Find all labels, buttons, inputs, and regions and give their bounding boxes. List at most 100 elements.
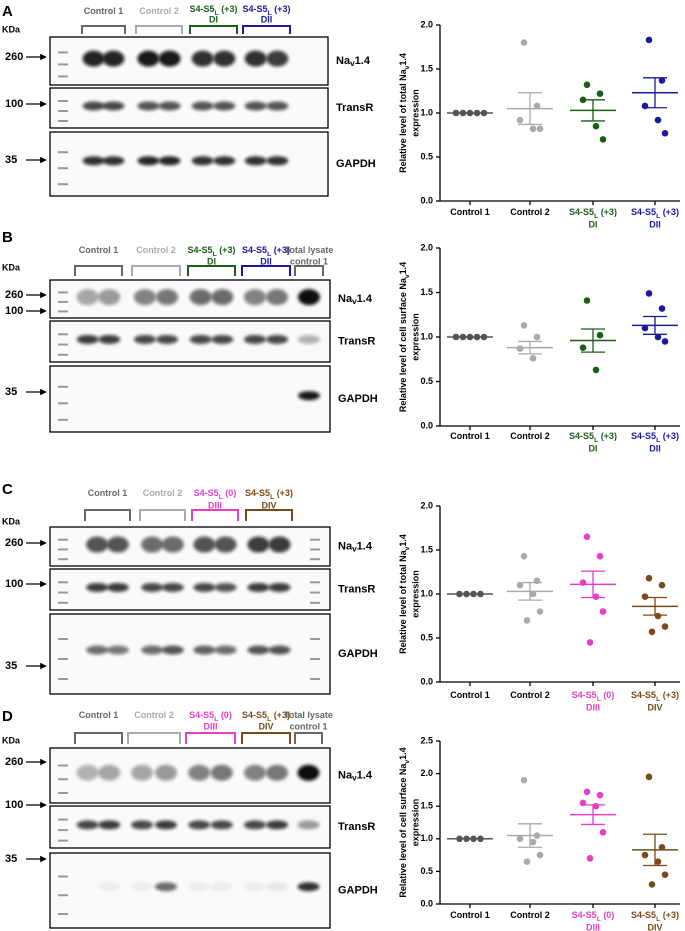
blot-band	[268, 536, 291, 553]
row-label: Nav1.4	[338, 293, 373, 306]
blot-band	[214, 645, 237, 655]
marker-label: 100	[5, 305, 23, 317]
y-tick-label: 1.0	[420, 833, 433, 843]
ladder-band	[58, 678, 68, 680]
ladder-band	[310, 581, 320, 584]
error-bar	[643, 833, 667, 867]
ladder-band	[58, 167, 68, 170]
blot-band	[133, 289, 156, 306]
text-part: GAPDH	[338, 393, 378, 405]
group-label: Control 2	[134, 710, 174, 720]
text-part: TransR	[338, 583, 375, 595]
text-part: Na	[338, 293, 353, 305]
text-part: 1.4	[357, 769, 373, 781]
blot-band	[86, 582, 109, 592]
text-part: S4-S5	[243, 4, 268, 14]
text-part: L	[267, 251, 271, 258]
group-bracket	[294, 265, 324, 276]
y-axis-label: expression	[410, 313, 420, 361]
text-part: S4-S5	[569, 207, 594, 217]
blot-band	[137, 50, 160, 67]
group-label: S4-S5L (+3)	[245, 488, 293, 500]
y-tick-label: 0.0	[420, 420, 433, 430]
text-part: (+3)	[272, 4, 291, 14]
group-bracket	[131, 265, 181, 276]
group-label: S4-S5L (0)	[189, 710, 232, 722]
blot-band	[210, 764, 233, 781]
text-part: 1.4	[398, 534, 408, 547]
data-point	[536, 608, 544, 615]
blot-row	[49, 613, 331, 695]
text-part: S4-S5	[194, 488, 219, 498]
text-part: S4-S5	[242, 710, 267, 720]
data-point	[596, 331, 604, 339]
blot-band	[131, 764, 154, 781]
row-label: GAPDH	[338, 648, 378, 660]
x-tick-label: Control 1	[450, 690, 490, 700]
text-part: L	[656, 916, 660, 923]
data-point	[520, 322, 528, 329]
group-bracket	[135, 25, 183, 34]
text-part: Control 2	[510, 690, 550, 700]
blot-band	[191, 50, 214, 67]
ladder-band	[58, 658, 68, 660]
blot-band	[244, 101, 267, 111]
ladder-band	[58, 894, 68, 897]
blot-band	[82, 101, 105, 111]
text-part: L	[594, 437, 598, 444]
y-tick-label: 1.0	[420, 331, 433, 341]
blot-band	[76, 820, 99, 830]
panel-letter: A	[2, 3, 13, 20]
blot-band	[86, 536, 109, 553]
blot-band	[98, 334, 121, 344]
y-tick-label: 2.5	[420, 735, 433, 745]
y-axis-label: expression	[410, 89, 420, 137]
blot-band	[266, 882, 289, 892]
y-tick-label: 0.5	[420, 151, 433, 161]
ladder-band	[58, 829, 68, 832]
group-label: Total lysate	[285, 245, 334, 255]
text-part: S4-S5	[572, 910, 597, 920]
text-part: v	[352, 297, 357, 306]
data-point	[533, 102, 541, 110]
blot-row	[49, 365, 331, 433]
blot-band	[98, 882, 121, 892]
data-point	[654, 333, 662, 341]
text-part: 1.4	[398, 262, 408, 275]
group-label: DII	[261, 14, 273, 24]
error-bar	[518, 823, 542, 848]
blot-band	[247, 645, 270, 655]
blot-band	[137, 156, 160, 166]
data-point	[583, 297, 591, 304]
blot-band	[244, 50, 267, 67]
x-tick-label: S4-S5L (+3)	[631, 690, 679, 702]
marker-label: 100	[5, 799, 23, 811]
group-label: Control 2	[143, 488, 183, 498]
text-part: L	[656, 696, 660, 703]
y-tick-label: 2.0	[420, 242, 433, 252]
data-point	[516, 581, 524, 589]
data-point	[536, 125, 544, 133]
error-bar	[643, 596, 667, 616]
blot-band	[210, 820, 233, 830]
group-bracket	[74, 265, 123, 276]
blot-band	[86, 645, 109, 655]
data-point	[654, 858, 662, 865]
ladder-band	[58, 353, 68, 356]
y-tick-label: 0.0	[420, 898, 433, 908]
data-point	[645, 36, 653, 44]
kda-label: KDa	[2, 516, 21, 526]
text-part: GAPDH	[336, 158, 376, 170]
group-bracket	[191, 509, 239, 521]
panel-letter: D	[2, 708, 13, 725]
text-part: (+3)	[660, 431, 679, 441]
x-tick-label: DII	[649, 219, 661, 229]
blot-band	[268, 645, 291, 655]
data-point	[529, 125, 537, 133]
blot-band	[188, 764, 211, 781]
data-point	[592, 366, 600, 374]
ladder-band	[58, 839, 68, 842]
ladder-band	[58, 75, 68, 78]
blot-band	[106, 536, 129, 553]
